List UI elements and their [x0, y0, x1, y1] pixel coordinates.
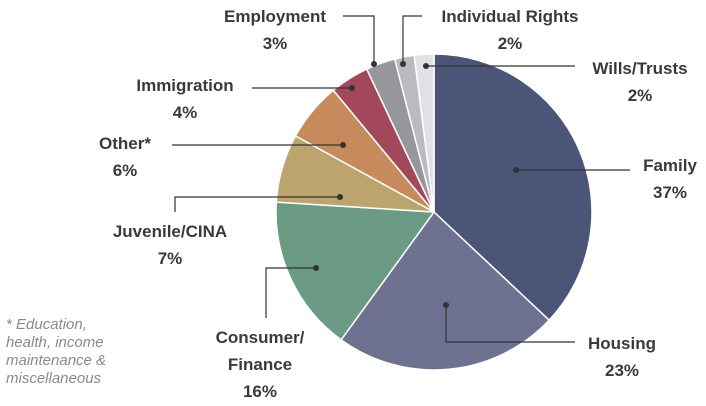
value-label: 6%	[112, 161, 138, 180]
category-label: Juvenile/CINA	[112, 222, 228, 241]
slice-label: Other* 6%	[99, 130, 151, 184]
category-label: Family	[643, 156, 697, 175]
slice-label: Wills/Trusts 2%	[592, 55, 687, 109]
leader-dot	[349, 85, 355, 91]
value-label: 3%	[262, 34, 288, 53]
leader-line	[174, 196, 340, 212]
slice-label: Immigration 4%	[136, 72, 233, 126]
slice-label: Juvenile/CINA 7%	[113, 218, 227, 272]
value-label: 23%	[604, 361, 640, 380]
value-label: 7%	[157, 249, 183, 268]
leader-line	[445, 305, 575, 343]
slice-label: Consumer/ Finance 16%	[216, 324, 305, 405]
category-label: Individual Rights	[441, 7, 579, 26]
pie-slice	[413, 53, 435, 213]
pie-slice	[433, 53, 593, 322]
leader-line	[402, 15, 422, 64]
slice-label: Housing 23%	[588, 330, 656, 384]
leader-dot	[423, 63, 429, 69]
category-label: Immigration	[136, 76, 234, 95]
category-label: Other*	[99, 134, 151, 153]
value-label: 37%	[652, 183, 688, 202]
leader-line	[265, 267, 316, 318]
value-label: 16%	[242, 382, 278, 401]
value-label: 2%	[497, 34, 523, 53]
category-label: Housing	[588, 334, 656, 353]
category-label: Employment	[223, 7, 327, 26]
leader-dot	[443, 302, 449, 308]
category-label: Wills/Trusts	[592, 59, 688, 78]
leader-dot	[340, 142, 346, 148]
slice-label: Employment 3%	[224, 3, 326, 57]
value-label: 2%	[627, 86, 653, 105]
slice-label: Individual Rights 2%	[442, 3, 579, 57]
leader-dot	[371, 61, 377, 67]
leader-dot	[513, 167, 519, 173]
slice-label: Family 37%	[643, 152, 697, 206]
leader-dot	[337, 194, 343, 200]
category-label: Consumer/ Finance	[215, 328, 305, 374]
pie-slice	[340, 210, 551, 371]
leader-dot	[400, 61, 406, 67]
pie-slice	[275, 201, 436, 341]
footnote: * Education, health, income maintenance …	[6, 316, 107, 387]
leader-line	[343, 15, 375, 64]
value-label: 4%	[172, 103, 198, 122]
leader-dot	[313, 265, 319, 271]
